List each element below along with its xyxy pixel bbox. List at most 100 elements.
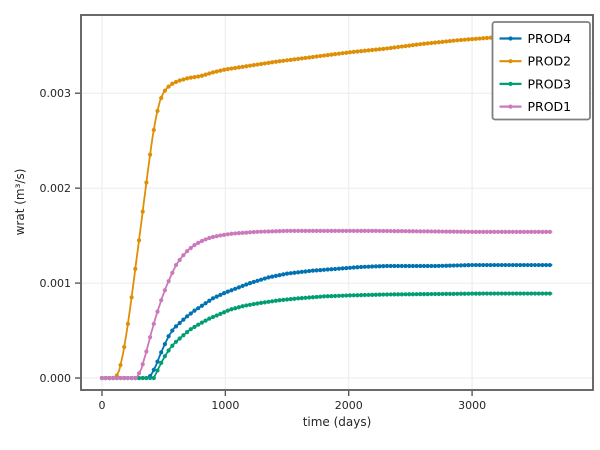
data-series [99, 32, 553, 381]
data-point-marker [299, 296, 304, 301]
data-point-marker [355, 49, 360, 54]
legend-item-prod1: PROD1 [499, 99, 571, 114]
data-point-marker [377, 264, 382, 269]
data-point-marker [321, 294, 327, 299]
data-point-marker [225, 67, 230, 72]
data-point-marker [521, 291, 527, 296]
data-point-marker [222, 232, 227, 237]
data-point-marker [414, 263, 419, 269]
legend-label: PROD4 [528, 31, 572, 46]
data-point-marker [99, 375, 105, 381]
data-point-marker [477, 229, 482, 234]
data-point-marker [518, 229, 523, 234]
data-point-marker [366, 48, 371, 53]
data-point-marker [384, 292, 390, 297]
data-point-marker [255, 301, 260, 306]
data-point-marker [140, 362, 145, 367]
data-point-marker [410, 229, 415, 234]
data-point-marker [540, 291, 545, 296]
data-point-marker [458, 263, 464, 268]
data-point-marker [403, 229, 408, 234]
data-point-marker [244, 303, 249, 308]
data-point-marker [155, 368, 160, 373]
data-point-marker [155, 359, 160, 364]
data-point-marker [473, 229, 478, 234]
data-point-marker [310, 228, 315, 233]
data-point-marker [544, 229, 549, 234]
data-point-marker [292, 228, 297, 233]
data-point-marker [540, 262, 545, 268]
data-point-marker [429, 291, 434, 297]
data-point-marker [188, 75, 193, 80]
data-point-marker [433, 229, 438, 234]
data-point-marker [251, 279, 256, 285]
data-point-marker [199, 320, 204, 325]
data-point-marker [203, 72, 208, 77]
data-point-marker [532, 229, 538, 234]
data-point-marker [362, 264, 367, 269]
data-point-marker [495, 291, 501, 296]
data-point-marker [392, 263, 397, 269]
data-point-marker [270, 299, 275, 304]
data-point-marker [125, 375, 130, 381]
data-point-marker [314, 268, 319, 273]
data-point-marker [181, 77, 186, 82]
data-point-marker [277, 229, 282, 234]
data-point-marker [462, 291, 467, 296]
data-point-marker [488, 291, 493, 296]
data-point-marker [233, 306, 238, 311]
data-point-marker [270, 60, 275, 65]
data-point-marker [466, 37, 471, 42]
data-point-marker [359, 49, 364, 54]
data-point-marker [407, 292, 412, 297]
data-point-marker [340, 228, 345, 233]
data-point-marker [440, 263, 445, 268]
data-point-marker [244, 230, 249, 235]
data-point-marker [307, 268, 312, 274]
data-point-marker [507, 262, 512, 268]
data-point-marker [314, 54, 319, 59]
y-tick-label: 0.002 [40, 182, 72, 195]
data-point-marker [455, 38, 460, 43]
data-point-marker [188, 327, 193, 332]
data-point-marker [384, 46, 390, 51]
data-point-marker [410, 292, 415, 297]
data-point-marker [492, 229, 497, 234]
data-point-marker [259, 61, 264, 67]
data-point-marker [547, 291, 552, 296]
data-point-marker [148, 335, 153, 340]
data-point-marker [421, 263, 427, 269]
data-point-marker [173, 339, 179, 344]
data-point-marker [292, 296, 297, 301]
data-point-marker [222, 291, 227, 296]
data-point-marker [370, 264, 375, 269]
data-point-marker [325, 52, 330, 58]
data-point-marker [440, 291, 445, 297]
data-point-marker [366, 264, 371, 269]
data-point-marker [329, 228, 334, 233]
data-point-marker [225, 232, 230, 237]
data-point-marker [470, 291, 475, 296]
data-point-marker [462, 263, 467, 268]
data-point-marker [107, 375, 112, 381]
data-point-marker [444, 263, 449, 268]
data-point-marker [144, 349, 149, 354]
data-point-marker [233, 231, 238, 236]
data-point-marker [151, 321, 156, 327]
data-point-marker [381, 264, 386, 269]
data-point-marker [240, 230, 245, 235]
data-point-marker [451, 38, 456, 43]
data-point-marker [347, 228, 353, 233]
data-point-marker [525, 229, 530, 234]
data-point-marker [307, 295, 312, 300]
data-point-marker [129, 375, 134, 381]
data-point-marker [303, 228, 308, 233]
data-point-marker [292, 270, 297, 275]
data-point-marker [492, 291, 497, 296]
data-point-marker [262, 276, 267, 281]
data-point-marker [210, 296, 216, 301]
data-point-marker [525, 262, 530, 268]
data-point-marker [451, 291, 456, 296]
data-point-marker [181, 253, 186, 258]
